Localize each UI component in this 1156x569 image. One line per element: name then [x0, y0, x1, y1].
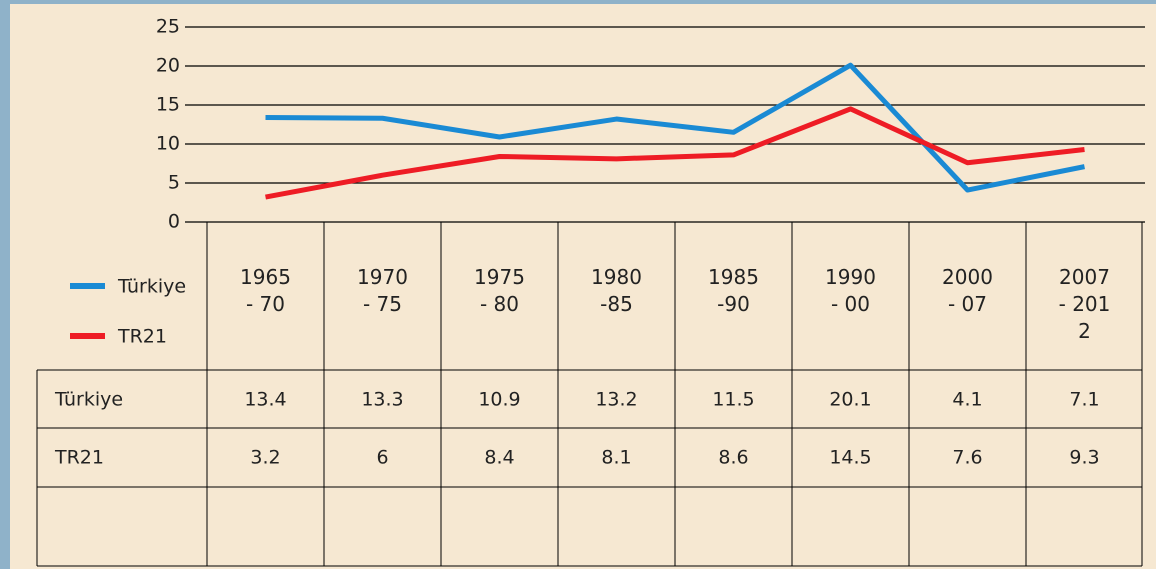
table-value: 11.5	[712, 389, 754, 411]
table-value: 3.2	[250, 447, 280, 469]
table-value: 8.1	[601, 447, 631, 469]
table-value: 14.5	[829, 447, 871, 469]
y-tick-label: 25	[156, 16, 180, 38]
frame-top	[0, 0, 1156, 4]
table-value: 8.6	[718, 447, 748, 469]
legend-label: Türkiye	[117, 276, 186, 298]
table-value: 10.9	[478, 389, 520, 411]
table-value: 13.3	[361, 389, 403, 411]
table-value: 6	[376, 447, 388, 469]
table-value: 13.4	[244, 389, 286, 411]
table-value: 20.1	[829, 389, 871, 411]
x-tick-label: 1985 -90	[708, 265, 759, 316]
y-tick-label: 20	[156, 55, 180, 77]
table-value: 8.4	[484, 447, 514, 469]
x-tick-label: 1990 - 00	[825, 265, 876, 316]
series-line	[265, 62, 1085, 193]
y-tick-label: 10	[156, 133, 180, 155]
row-label: Türkiye	[54, 389, 123, 411]
x-tick-label: 2007 - 201 2	[1058, 265, 1111, 343]
y-tick-label: 15	[156, 94, 180, 116]
row-label: TR21	[54, 447, 104, 469]
legend-label: TR21	[117, 326, 167, 348]
x-tick-label: 1970 - 75	[357, 265, 408, 316]
x-tick-label: 1975 - 80	[474, 265, 525, 316]
table-value: 7.6	[952, 447, 982, 469]
table-value: 9.3	[1069, 447, 1099, 469]
table-value: 7.1	[1069, 389, 1099, 411]
x-tick-label: 2000 - 07	[942, 265, 993, 316]
table-value: 4.1	[952, 389, 982, 411]
series-line	[265, 106, 1085, 200]
x-tick-label: 1980 -85	[591, 265, 642, 316]
table-value: 13.2	[595, 389, 637, 411]
y-tick-label: 5	[168, 172, 180, 194]
y-tick-label: 0	[168, 211, 180, 233]
frame-left	[0, 0, 10, 569]
x-tick-label: 1965 - 70	[240, 265, 291, 316]
